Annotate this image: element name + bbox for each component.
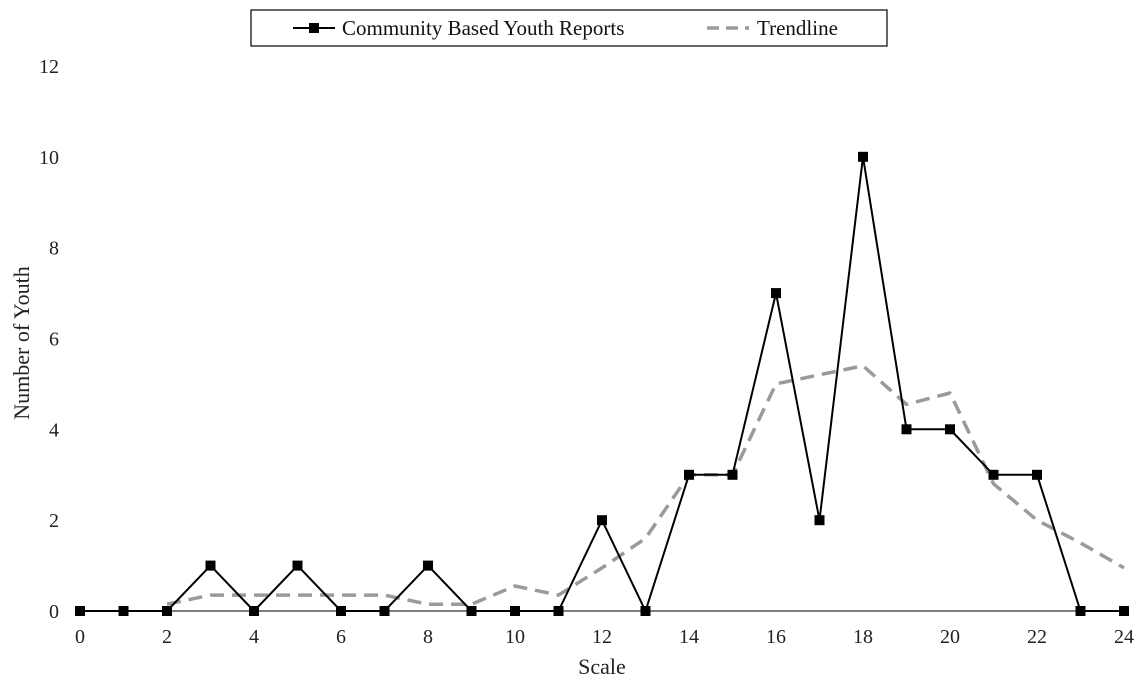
data-point-marker [988,469,999,480]
x-tick-label: 20 [940,626,960,648]
legend: Community Based Youth Reports Trendline [250,9,888,47]
data-point-marker [162,606,172,616]
data-point-marker [249,606,259,616]
legend-box [250,9,888,47]
data-point-marker [423,560,433,571]
x-tick-label: 24 [1114,626,1134,648]
plot-area [75,151,1129,616]
y-tick-label: 4 [49,419,59,441]
y-axis-ticks: 0 2 4 6 8 10 12 [39,56,59,623]
data-point-marker [379,606,390,616]
y-tick-label: 2 [49,510,59,532]
x-axis-title: Scale [578,654,626,679]
legend-series-2-label: Trendline [757,16,838,40]
data-point-marker [684,469,694,480]
x-tick-label: 18 [853,626,873,648]
x-tick-label: 0 [75,626,85,648]
y-tick-label: 6 [49,329,59,351]
series-community-reports-line [80,156,1124,614]
y-tick-label: 12 [39,56,59,78]
x-tick-label: 6 [336,626,346,648]
x-tick-label: 4 [249,626,259,648]
y-tick-label: 10 [39,147,59,169]
data-point-marker [336,606,346,616]
data-point-marker [901,424,912,435]
data-point-marker [945,424,955,435]
x-tick-label: 16 [766,626,786,648]
y-tick-label: 8 [49,238,59,260]
y-axis-title: Number of Youth [9,266,34,419]
data-point-marker [118,606,129,616]
data-point-marker [858,151,868,162]
x-tick-label: 2 [162,626,172,648]
data-point-marker [205,560,216,571]
x-tick-label: 14 [679,626,699,648]
data-point-marker [553,606,564,616]
legend-series-1-label: Community Based Youth Reports [342,16,624,40]
x-axis-ticks: 0 2 4 6 8 10 12 14 16 18 20 22 24 [75,626,1134,648]
data-point-marker [510,606,520,616]
x-tick-label: 8 [423,626,433,648]
data-point-marker [292,560,303,571]
data-point-marker [771,288,781,299]
data-point-marker [1119,606,1129,616]
data-point-marker [727,469,738,480]
data-point-marker [1075,606,1086,616]
y-tick-label: 0 [49,601,59,623]
data-point-marker [814,515,825,526]
series-trendline-line [166,364,1125,606]
x-tick-label: 10 [505,626,525,648]
data-point-marker [1032,469,1042,480]
data-point-marker [640,606,651,616]
data-point-marker [597,515,607,526]
x-tick-label: 22 [1027,626,1047,648]
legend-series-1-marker [309,23,319,33]
x-tick-label: 12 [592,626,612,648]
data-point-marker [75,606,85,616]
data-point-marker [466,606,477,616]
